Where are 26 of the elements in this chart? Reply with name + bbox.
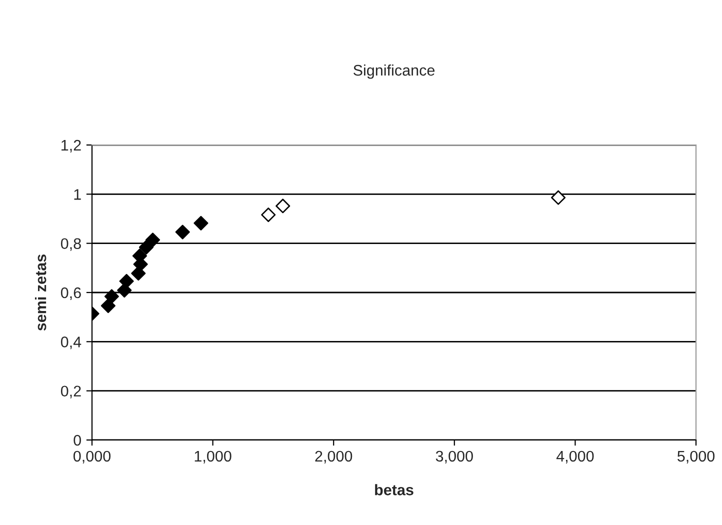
x-tick-label: 4,000 xyxy=(556,450,594,464)
point xyxy=(119,274,134,288)
point xyxy=(194,216,208,230)
y-tick-label: 0,6 xyxy=(60,287,81,300)
point xyxy=(276,198,290,214)
point xyxy=(175,224,190,240)
y-tick-label: 1,2 xyxy=(62,140,81,152)
x-tick-label: 0,000 xyxy=(73,450,111,464)
point xyxy=(551,190,566,205)
y-tick-label: 0 xyxy=(74,434,81,446)
point xyxy=(100,298,116,314)
point xyxy=(261,208,276,222)
y-tick-label: 0,2 xyxy=(60,386,81,398)
x-tick-label: 1,000 xyxy=(194,450,232,464)
x-tick-label: 2,000 xyxy=(315,450,352,464)
x-tick-label: 3,000 xyxy=(436,450,473,464)
point xyxy=(104,289,119,304)
y-tick-label: 0,4 xyxy=(60,336,82,350)
y-axis-title: semi zetas xyxy=(34,254,46,331)
x-axis-title: betas xyxy=(375,484,414,496)
point xyxy=(138,240,154,255)
y-tick-label: 1 xyxy=(74,189,81,200)
x-tick-label: 5,000 xyxy=(677,450,715,464)
chart-title: Significance xyxy=(354,64,435,79)
point xyxy=(145,232,160,248)
y-tick-label: 0,8 xyxy=(60,238,81,251)
